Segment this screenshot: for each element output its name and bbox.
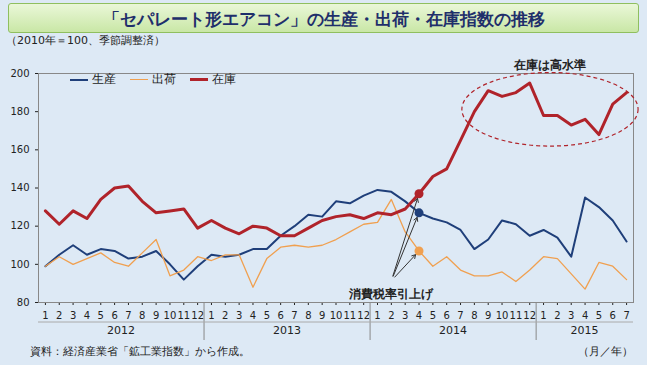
html-text:生産: 生産	[92, 72, 116, 86]
html-text:出荷: 出荷	[152, 72, 176, 86]
svg-text:11: 11	[177, 310, 190, 321]
svg-text:8: 8	[305, 310, 311, 321]
svg-text:11: 11	[510, 310, 523, 321]
svg-text:3: 3	[568, 310, 574, 321]
svg-text:11: 11	[343, 310, 356, 321]
svg-text:2015: 2015	[571, 324, 599, 337]
svg-text:7: 7	[291, 310, 297, 321]
svg-text:9: 9	[319, 310, 325, 321]
svg-text:140: 140	[10, 182, 29, 193]
svg-text:7: 7	[457, 310, 463, 321]
svg-text:1: 1	[208, 310, 214, 321]
svg-text:在庫は高水準: 在庫は高水準	[513, 58, 586, 72]
svg-text:120: 120	[10, 220, 29, 231]
svg-text:2012: 2012	[107, 324, 135, 337]
svg-text:200: 200	[10, 68, 29, 79]
svg-text:180: 180	[10, 106, 29, 117]
html-text:（2010年＝100、季節調整済）: （2010年＝100、季節調整済）	[6, 34, 165, 47]
svg-text:6: 6	[277, 310, 283, 321]
svg-text:4: 4	[582, 310, 588, 321]
svg-text:80: 80	[17, 297, 30, 308]
svg-text:12: 12	[191, 310, 204, 321]
svg-text:10: 10	[496, 310, 509, 321]
svg-text:5: 5	[98, 310, 104, 321]
svg-text:7: 7	[623, 310, 629, 321]
svg-text:2: 2	[388, 310, 394, 321]
svg-text:10: 10	[330, 310, 343, 321]
html-text:資料：経済産業省「鉱工業指数」から作成。: 資料：経済産業省「鉱工業指数」から作成。	[30, 345, 250, 358]
svg-text:4: 4	[84, 310, 90, 321]
svg-text:5: 5	[596, 310, 602, 321]
svg-text:100: 100	[10, 259, 29, 270]
svg-text:6: 6	[444, 310, 450, 321]
svg-text:2: 2	[554, 310, 560, 321]
svg-text:160: 160	[10, 144, 29, 155]
html-text:（月／年）: （月／年）	[578, 345, 633, 358]
html-text:在庫: 在庫	[212, 72, 236, 86]
svg-text:6: 6	[610, 310, 616, 321]
svg-text:1: 1	[540, 310, 546, 321]
svg-text:8: 8	[471, 310, 477, 321]
svg-text:8: 8	[139, 310, 145, 321]
svg-text:12: 12	[357, 310, 370, 321]
svg-text:2013: 2013	[273, 324, 301, 337]
svg-text:4: 4	[416, 310, 422, 321]
svg-text:3: 3	[70, 310, 76, 321]
svg-text:7: 7	[125, 310, 131, 321]
svg-text:12: 12	[523, 310, 536, 321]
svg-text:9: 9	[153, 310, 159, 321]
svg-text:5: 5	[430, 310, 436, 321]
svg-text:2: 2	[222, 310, 228, 321]
svg-text:2: 2	[56, 310, 62, 321]
svg-text:4: 4	[250, 310, 256, 321]
svg-text:3: 3	[236, 310, 242, 321]
svg-text:消費税率引上げ: 消費税率引上げ	[348, 287, 434, 301]
svg-text:2014: 2014	[439, 324, 467, 337]
html-text:「セパレート形エアコン」の生産・出荷・在庫指数の推移: 「セパレート形エアコン」の生産・出荷・在庫指数の推移	[102, 9, 545, 29]
svg-text:3: 3	[402, 310, 408, 321]
svg-text:6: 6	[111, 310, 117, 321]
svg-text:5: 5	[264, 310, 270, 321]
svg-text:10: 10	[164, 310, 177, 321]
svg-text:1: 1	[374, 310, 380, 321]
svg-text:1: 1	[42, 310, 48, 321]
svg-text:9: 9	[485, 310, 491, 321]
